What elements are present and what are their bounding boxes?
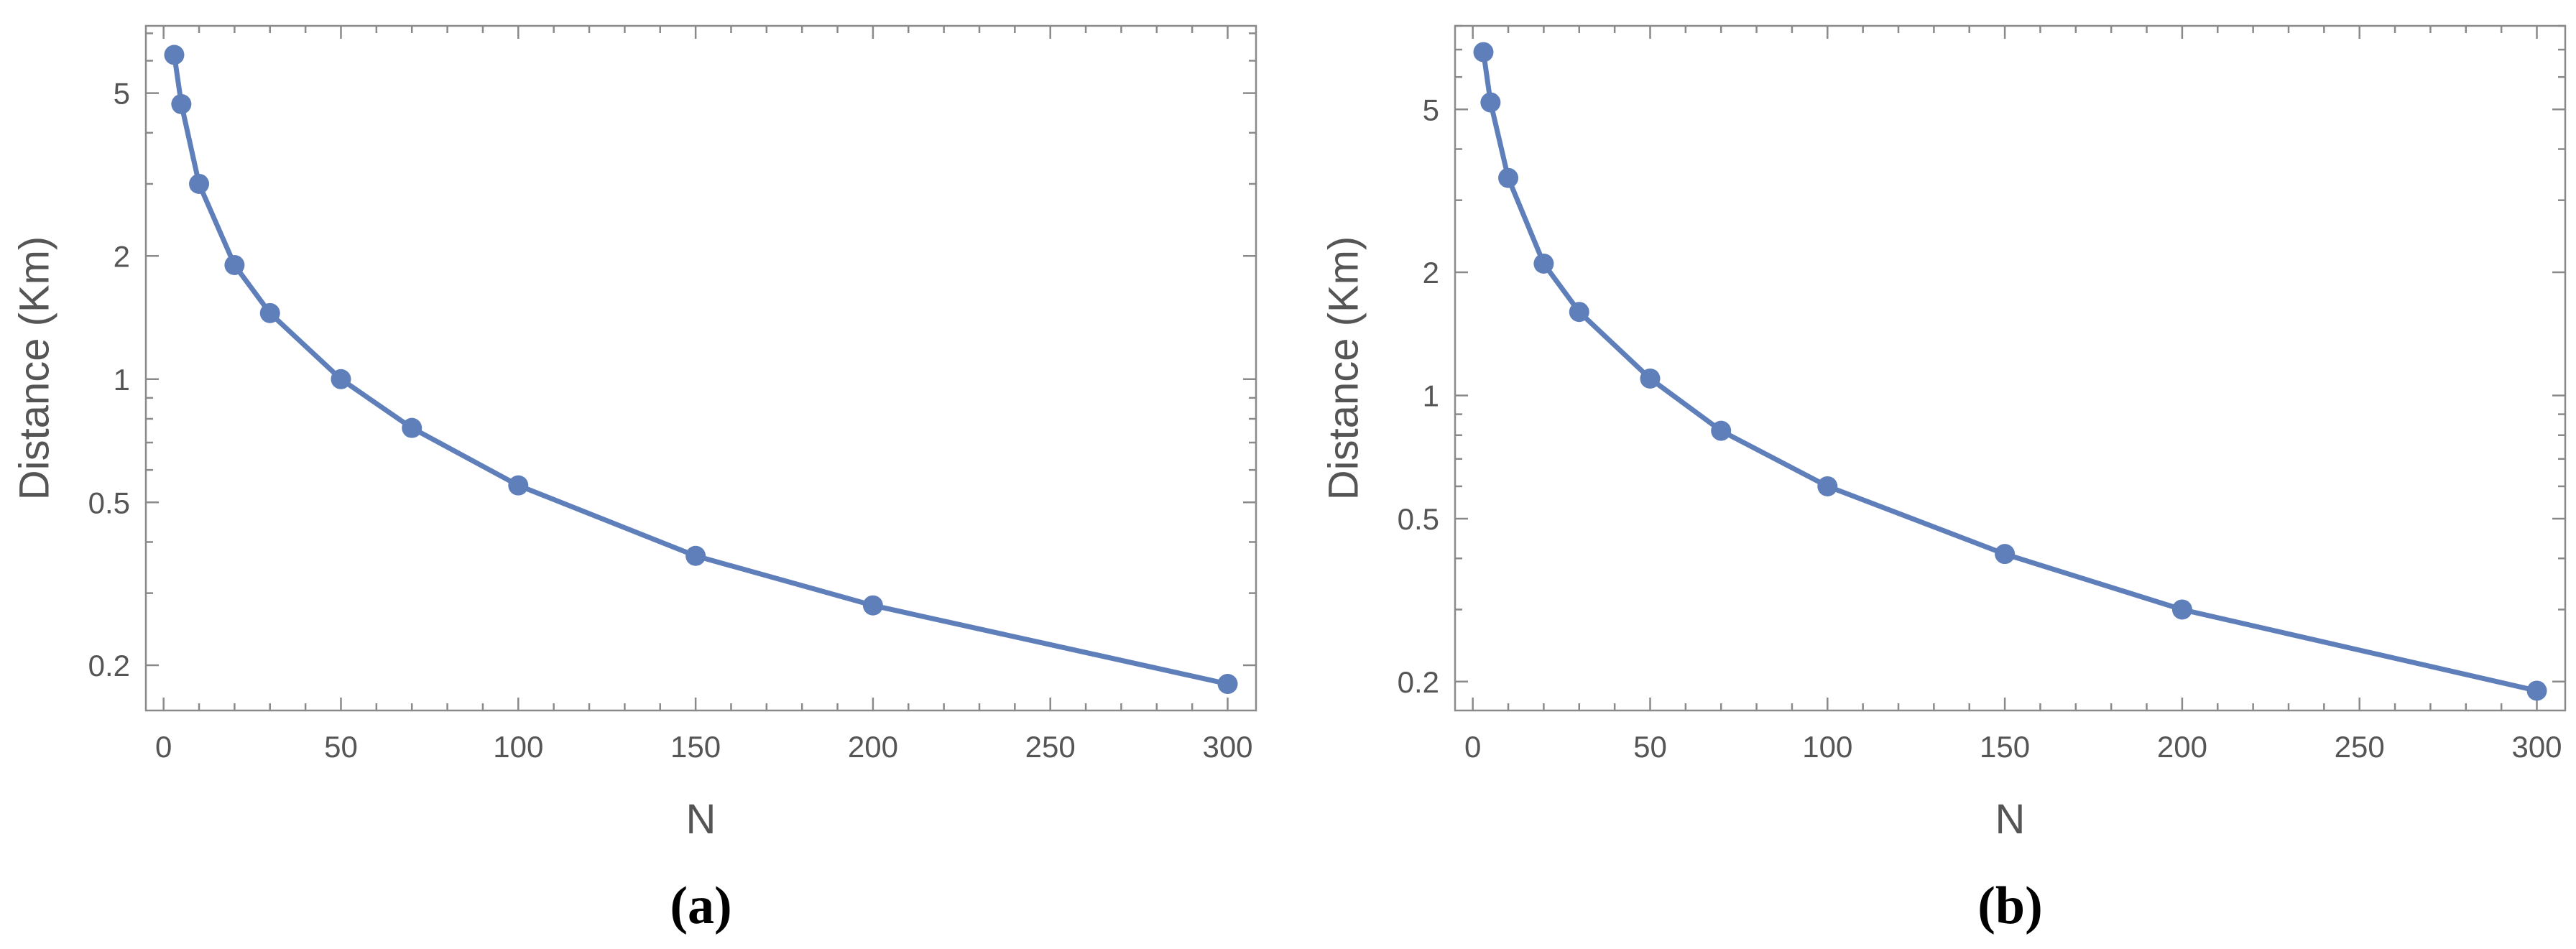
y-tick-label: 0.2 bbox=[88, 649, 130, 682]
series-line bbox=[1481, 50, 2539, 693]
data-point bbox=[1533, 253, 1554, 274]
x-tick-label: 300 bbox=[2511, 730, 2562, 764]
data-point bbox=[1473, 42, 1494, 63]
data-point bbox=[1640, 368, 1661, 389]
x-tick-label: 50 bbox=[1633, 730, 1667, 764]
x-tick-label: 50 bbox=[324, 730, 358, 764]
x-tick-label: 250 bbox=[1025, 730, 1076, 764]
plot-frame-b bbox=[1454, 24, 2567, 712]
data-point bbox=[164, 45, 185, 65]
panel-caption: (b) bbox=[1977, 876, 2042, 935]
data-point bbox=[1569, 302, 1589, 323]
x-tick-label: 200 bbox=[2157, 730, 2207, 764]
x-tick-label: 300 bbox=[1202, 730, 1252, 764]
y-tick-label: 2 bbox=[114, 239, 130, 273]
x-tick-label: 100 bbox=[493, 730, 543, 764]
data-point bbox=[685, 545, 706, 566]
x-tick-label: 250 bbox=[2335, 730, 2385, 764]
panel-b: 0 50 100 150 200 250 300 0.2 0.5 1 2 5 N Distance (Km… bbox=[1320, 24, 2567, 935]
data-point bbox=[402, 417, 423, 438]
data-point bbox=[2526, 680, 2547, 701]
panel-a: 0 50 100 150 200 250 300 0.2 0.5 1 2 5 N Distance (Km… bbox=[11, 24, 1257, 935]
data-point bbox=[862, 595, 883, 616]
x-tick-label: 150 bbox=[670, 730, 721, 764]
y-tick-label: 0.5 bbox=[1398, 502, 1439, 536]
data-point bbox=[508, 475, 529, 496]
y-axis-title: Distance (Km) bbox=[11, 236, 57, 500]
data-point bbox=[1995, 544, 2016, 565]
data-point bbox=[259, 302, 280, 323]
data-point bbox=[171, 93, 192, 114]
x-axis-title: N bbox=[686, 796, 716, 843]
x-tick-label: 0 bbox=[1464, 730, 1481, 764]
y-axis-title: Distance (Km) bbox=[1320, 236, 1367, 500]
data-point bbox=[1711, 420, 1732, 441]
data-point bbox=[1817, 476, 1838, 496]
data-point bbox=[1498, 167, 1519, 188]
x-tick-label: 0 bbox=[155, 730, 172, 764]
y-tick-label: 1 bbox=[1423, 379, 1439, 413]
y-tick-label: 5 bbox=[1423, 93, 1439, 126]
data-point bbox=[1480, 92, 1501, 113]
y-tick-label: 0.2 bbox=[1398, 665, 1439, 699]
plot-frame-a bbox=[144, 24, 1257, 712]
data-point bbox=[2171, 599, 2192, 620]
series-line bbox=[172, 52, 1230, 687]
y-tick-label: 5 bbox=[114, 77, 130, 111]
y-tick-label: 2 bbox=[1423, 256, 1439, 290]
y-tick-label: 1 bbox=[114, 363, 130, 397]
data-point bbox=[189, 173, 210, 194]
panel-caption: (a) bbox=[670, 876, 731, 935]
x-tick-label: 150 bbox=[1980, 730, 2030, 764]
x-tick-label: 200 bbox=[848, 730, 898, 764]
y-tick-label: 0.5 bbox=[88, 486, 130, 519]
x-axis-title: N bbox=[1995, 796, 2026, 843]
data-point bbox=[331, 369, 351, 389]
data-point bbox=[224, 254, 245, 275]
x-tick-label: 100 bbox=[1802, 730, 1852, 764]
data-point bbox=[1217, 674, 1238, 695]
